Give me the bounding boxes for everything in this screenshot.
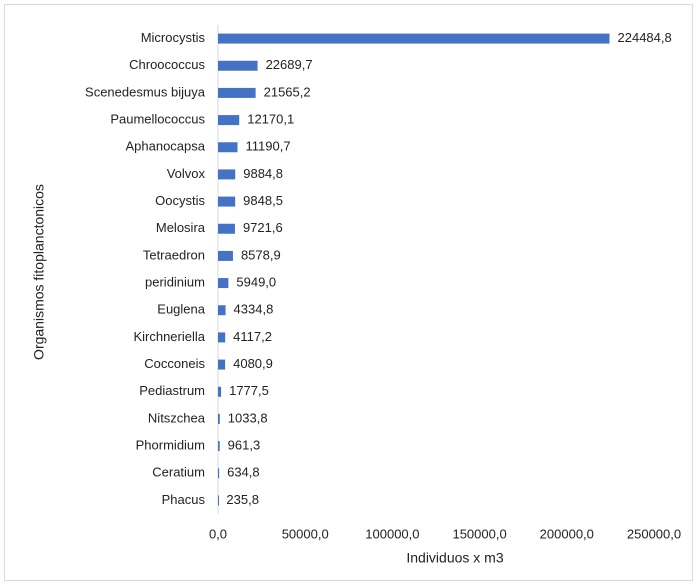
bar <box>218 33 610 44</box>
x-tick-label: 250000,0 <box>627 526 681 541</box>
y-tick-label: Scenedesmus bijuya <box>85 84 206 99</box>
y-tick-label: peridinium <box>145 275 205 290</box>
bar <box>218 250 233 261</box>
y-tick-label: Euglena <box>157 302 205 317</box>
bar <box>218 278 229 289</box>
data-label: 4080,9 <box>233 356 273 371</box>
data-label: 22689,7 <box>266 57 313 72</box>
x-tick-label: 100000,0 <box>365 526 419 541</box>
bar <box>218 223 235 234</box>
y-tick-label: Volvox <box>167 166 206 181</box>
x-tick-label: 0,0 <box>209 526 227 541</box>
data-label: 961,3 <box>228 438 261 453</box>
x-tick-label: 150000,0 <box>452 526 506 541</box>
data-label: 21565,2 <box>264 84 311 99</box>
data-label: 235,8 <box>226 492 259 507</box>
data-label: 1777,5 <box>229 383 269 398</box>
chart-border <box>4 4 693 581</box>
bar <box>218 332 226 343</box>
bar <box>218 468 220 479</box>
data-label: 12170,1 <box>247 112 294 127</box>
x-tick-label: 50000,0 <box>282 526 329 541</box>
y-tick-label: Kirchneriella <box>133 329 205 344</box>
y-axis-title: Organismos fitoplanctonicos <box>31 184 47 360</box>
y-tick-label: Nitszchea <box>148 410 206 425</box>
data-label: 9848,5 <box>243 193 283 208</box>
bar <box>218 87 256 98</box>
bar <box>218 169 236 180</box>
y-tick-label: Aphanocapsa <box>125 139 205 154</box>
bar <box>218 305 226 316</box>
data-label: 9721,6 <box>243 220 283 235</box>
y-tick-label: Ceratium <box>152 465 205 480</box>
data-label: 1033,8 <box>228 410 268 425</box>
y-tick-label: Tetraedron <box>143 247 205 262</box>
data-label: 11190,7 <box>246 139 291 154</box>
y-tick-label: Phacus <box>162 492 206 507</box>
data-label: 4334,8 <box>234 302 274 317</box>
data-label: 5949,0 <box>236 275 276 290</box>
bar <box>218 60 258 71</box>
y-tick-label: Paumellococcus <box>110 112 205 127</box>
bar <box>218 386 222 397</box>
bar <box>218 495 219 506</box>
y-tick-label: Oocystis <box>155 193 205 208</box>
data-label: 8578,9 <box>241 247 281 262</box>
data-label: 634,8 <box>227 465 260 480</box>
y-tick-label: Cocconeis <box>144 356 205 371</box>
bar <box>218 441 220 452</box>
y-tick-label: Melosira <box>156 220 206 235</box>
bar <box>218 413 220 424</box>
data-label: 224484,8 <box>618 30 672 45</box>
y-tick-label: Microcystis <box>141 30 206 45</box>
x-axis-title: Individuos x m3 <box>406 550 503 566</box>
bar <box>218 142 238 153</box>
data-label: 9884,8 <box>243 166 283 181</box>
y-tick-label: Chroococcus <box>129 57 205 72</box>
data-label: 4117,2 <box>233 329 272 344</box>
y-tick-label: Pediastrum <box>139 383 205 398</box>
x-tick-label: 200000,0 <box>540 526 594 541</box>
bar <box>218 115 240 126</box>
bar <box>218 196 236 207</box>
bar <box>218 359 226 370</box>
y-tick-label: Phormidium <box>136 438 205 453</box>
